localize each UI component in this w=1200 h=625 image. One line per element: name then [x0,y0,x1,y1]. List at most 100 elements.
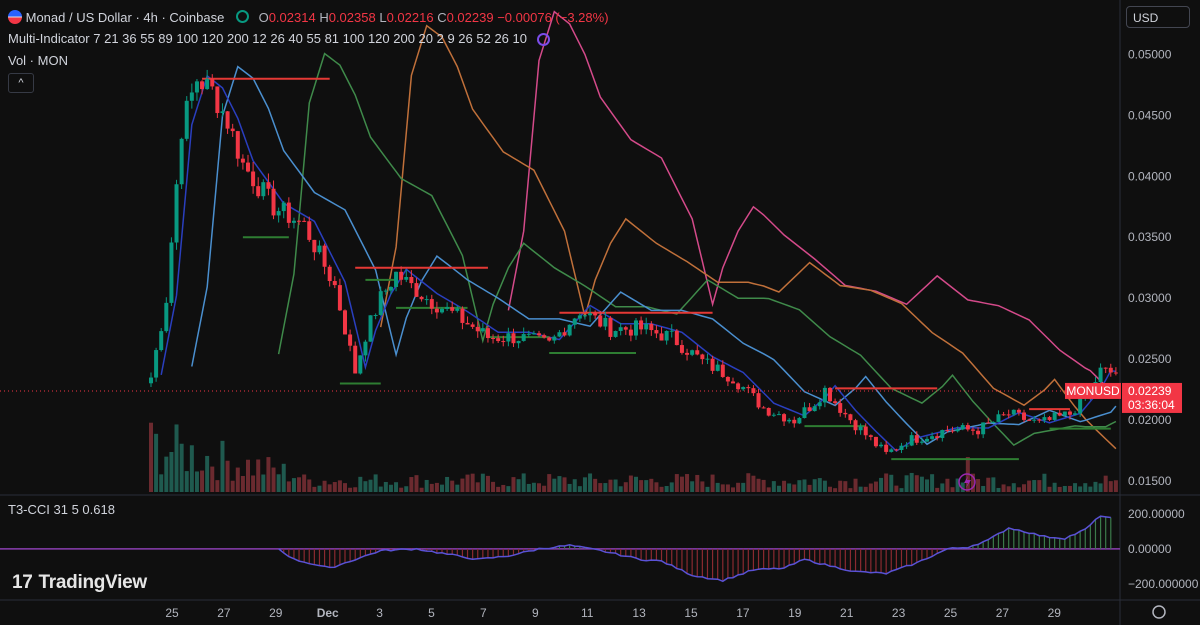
candle-body [986,422,991,424]
volume-bar [225,460,230,492]
volume-bar [690,481,695,492]
candle-body [868,435,873,437]
market-open-icon [235,10,249,23]
indicator-legend[interactable]: Multi-Indicator 7 21 36 55 89 100 120 20… [8,31,550,46]
candle-body [434,308,439,313]
volume-bar [669,482,674,492]
volume-bar [623,482,628,492]
volume-bar [1037,480,1042,492]
price-tick-label: 0.03500 [1128,230,1172,244]
alert-lightning-icon[interactable] [958,473,976,491]
candle-body [363,341,368,356]
refresh-icon[interactable] [536,33,550,46]
volume-bar [889,474,894,492]
high-value: 0.02358 [328,10,376,25]
high-label: H [319,10,329,25]
candle-body [639,320,644,330]
candle-body [567,324,572,336]
candle-body [858,426,863,431]
candle-body [863,426,868,436]
candle-body [261,182,266,197]
volume-bar [552,478,557,492]
candle-body [256,186,261,197]
candle-body [588,313,593,316]
candle-body [899,445,904,451]
candle-body [1108,367,1113,373]
candle-body [511,333,516,344]
volume-bar [572,479,577,492]
volume-bar [925,479,929,492]
candle-body [935,436,940,439]
volume-bar [537,483,541,492]
candle-body [603,317,608,327]
volume-bar [251,475,256,492]
volume-bar [506,486,511,492]
collapse-legend-button[interactable]: ^ [8,73,34,93]
candle-body [1098,367,1103,383]
volume-bar [919,476,924,492]
candle-body [164,302,169,332]
volume-bar [705,486,710,492]
volume-bar [725,484,730,492]
candle-body [526,333,531,335]
candle-body [725,376,730,382]
volume-bar [731,487,735,492]
settings-gear-icon[interactable] [1152,605,1166,619]
volume-bar [945,478,950,492]
volume-bar [169,451,174,492]
currency-selector[interactable]: USD [1126,6,1190,28]
volume-bar [531,482,536,492]
candle-body [230,128,235,132]
candle-body [838,403,843,413]
cci-legend[interactable]: T3-CCI 31 5 0.618 [8,502,115,517]
candle-body [246,162,250,172]
volume-bar [822,480,827,492]
candle-body [700,354,705,360]
volume-bar [261,474,266,492]
symbol-header: Monad / US Dollar · 4h · Coinbase O0.023… [8,10,609,25]
candle-body [337,285,342,311]
candle-body [205,78,210,90]
candle-body [1062,411,1067,416]
volume-bar [970,473,975,492]
volume-bar [761,479,766,492]
volume-bar [914,475,919,492]
candle-body [1067,411,1072,415]
candle-body [746,387,751,389]
volume-bar [976,479,981,492]
time-tick-label: 27 [217,606,231,620]
volume-bar [782,480,787,492]
candle-body [1047,417,1052,420]
candle-body [925,438,929,442]
volume-bar [838,480,843,492]
tradingview-logo[interactable]: 17 TradingView [12,572,147,594]
price-tick-label: 0.04500 [1128,108,1172,122]
volume-bar [475,482,480,492]
candle-body [194,81,199,93]
volume-bar [179,443,184,492]
volume-legend[interactable]: Vol · MON [8,53,68,68]
candle-body [919,441,924,443]
candle-body [894,449,899,451]
candle-body [460,308,465,323]
volume-bar [996,487,1001,492]
symbol-title[interactable]: Monad / US Dollar · 4h · Coinbase [25,10,225,25]
volume-bar [899,488,904,492]
volume-bar [511,477,516,492]
open-value: 0.02314 [268,10,316,25]
volume-bar [649,478,654,492]
volume-bar [634,476,638,492]
candle-body [797,418,802,424]
volume-bar [618,486,623,492]
volume-bar [828,486,832,492]
candle-body [358,355,363,374]
candle-body [373,314,378,316]
volume-bar [1016,487,1021,492]
volume-bar [281,463,286,492]
candle-body [623,327,628,330]
ema-line-120 [379,24,1117,450]
price-tick-label: 0.05000 [1128,47,1172,61]
candle-body [1078,395,1083,414]
volume-bar [363,481,368,492]
